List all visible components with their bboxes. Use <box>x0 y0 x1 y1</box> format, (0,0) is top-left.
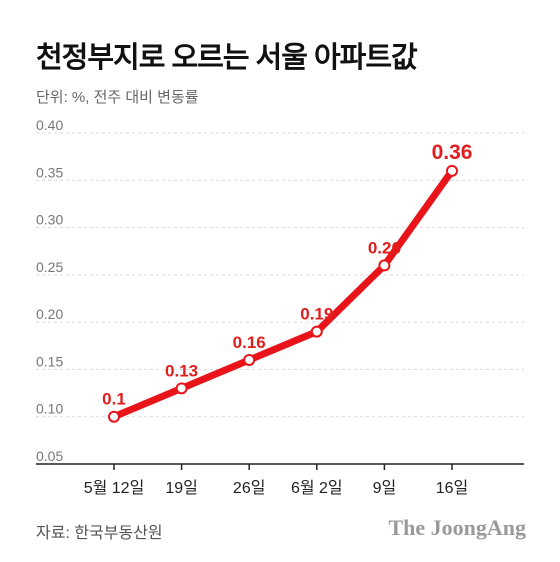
data-label: 0.26 <box>368 238 401 257</box>
data-point <box>175 382 188 395</box>
series-line <box>110 167 456 421</box>
y-tick-label: 0.25 <box>36 259 63 275</box>
unit-note: 단위: %, 전주 대비 변동률 <box>36 89 199 106</box>
x-tick-label: 6월 2일 <box>291 479 343 497</box>
x-tick-label: 5월 12일 <box>84 479 145 497</box>
data-label: 0.13 <box>165 361 198 380</box>
x-tick-label: 26일 <box>233 479 266 497</box>
y-tick-label: 0.35 <box>36 164 63 180</box>
data-points <box>108 164 458 423</box>
data-point <box>310 325 323 338</box>
x-tick-label: 9일 <box>373 479 397 497</box>
data-point <box>243 353 256 366</box>
y-tick-label: 0.10 <box>36 401 63 417</box>
data-label: 0.16 <box>233 333 266 352</box>
x-tick-label: 16일 <box>436 479 469 497</box>
brand-logo: The JoongAng <box>388 515 526 540</box>
data-point <box>108 410 120 423</box>
y-tick-label: 0.30 <box>36 212 63 228</box>
source-note: 자료: 한국부동산원 <box>36 525 163 542</box>
y-tick-label: 0.05 <box>36 448 63 464</box>
data-label: 0.1 <box>102 390 126 409</box>
data-point <box>446 164 458 177</box>
data-label: 0.36 <box>432 141 473 164</box>
data-labels: 0.1 0.13 0.16 0.19 0.26 0.36 <box>102 141 472 409</box>
data-point <box>378 259 391 272</box>
x-tick-label: 19일 <box>165 479 198 497</box>
data-label: 0.19 <box>300 305 333 324</box>
y-axis-ticks: 0.05 0.10 0.15 0.20 0.25 0.30 0.35 0.40 <box>36 117 63 464</box>
chart-title: 천정부지로 오르는 서울 아파트값 <box>36 42 418 74</box>
y-tick-label: 0.15 <box>36 353 63 369</box>
x-axis-ticks: 5월 12일 19일 26일 6월 2일 9일 16일 <box>84 464 469 497</box>
y-tick-label: 0.40 <box>36 117 63 133</box>
y-tick-label: 0.20 <box>36 306 63 322</box>
